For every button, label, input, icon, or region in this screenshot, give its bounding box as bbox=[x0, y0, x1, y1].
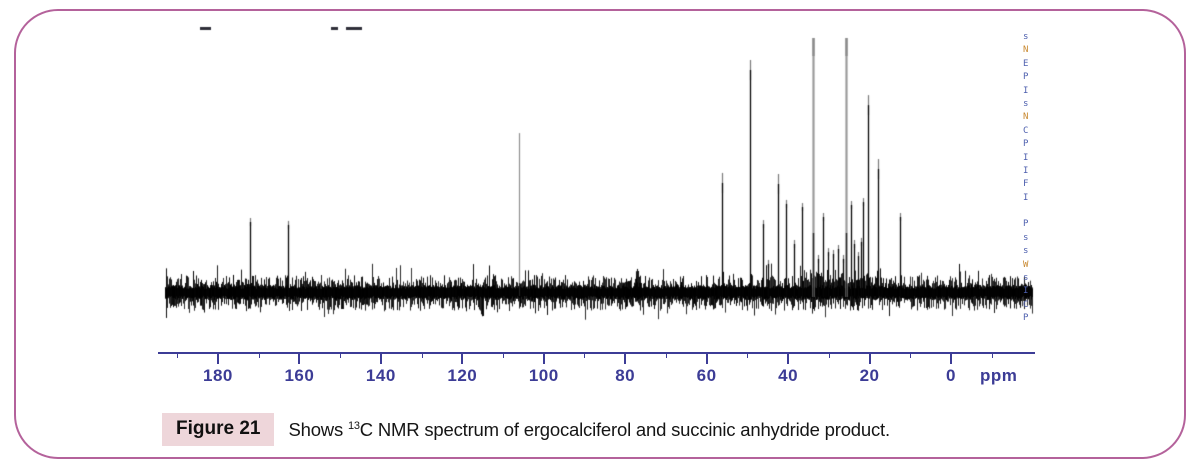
parameter-text-char: I bbox=[1023, 85, 1029, 96]
axis-minor-tick bbox=[991, 352, 993, 358]
axis-major-tick bbox=[461, 352, 464, 364]
axis-unit-label: ppm bbox=[980, 366, 1018, 385]
axis-tick-label: 180 bbox=[203, 366, 233, 385]
parameter-text-char: P bbox=[1023, 72, 1029, 83]
axis-tick-label: 20 bbox=[859, 366, 880, 385]
axis-baseline bbox=[158, 352, 1035, 354]
axis-tick-label: 80 bbox=[615, 366, 636, 385]
axis-major-tick bbox=[542, 352, 545, 364]
figure-caption: Figure 21 Shows 13C NMR spectrum of ergo… bbox=[162, 413, 890, 446]
axis-major-tick bbox=[624, 352, 627, 364]
axis-minor-tick bbox=[421, 352, 423, 358]
parameter-text-char: I bbox=[1023, 286, 1029, 297]
parameter-text-char: P bbox=[1023, 313, 1029, 324]
parameter-text-char: s bbox=[1023, 246, 1029, 257]
axis-minor-tick bbox=[910, 352, 912, 358]
axis-minor-tick bbox=[340, 352, 342, 358]
caption-body: C NMR spectrum of ergocalciferol and suc… bbox=[359, 418, 890, 440]
parameter-text-char bbox=[1023, 205, 1039, 218]
axis-minor-tick bbox=[665, 352, 667, 358]
parameter-text-char: s bbox=[1023, 273, 1029, 284]
parameter-text-char: P bbox=[1023, 219, 1029, 230]
parameter-text-char: F bbox=[1023, 179, 1029, 190]
axis-tick-label: 140 bbox=[365, 366, 396, 385]
parameter-text-char: C bbox=[1023, 125, 1029, 136]
axis-minor-tick bbox=[177, 352, 179, 358]
axis-minor-tick bbox=[503, 352, 505, 358]
axis-minor-tick bbox=[828, 352, 830, 358]
figure-caption-text: Shows 13C NMR spectrum of ergocalciferol… bbox=[288, 418, 890, 441]
parameter-text-char: N bbox=[1023, 45, 1029, 56]
axis-tick-label: 120 bbox=[447, 366, 478, 385]
axis-major-tick bbox=[787, 352, 790, 364]
caption-prefix: Shows bbox=[288, 418, 348, 440]
axis-major-tick bbox=[379, 352, 382, 364]
parameter-text-char: P bbox=[1023, 139, 1029, 150]
caption-isotope-superscript: 13 bbox=[347, 419, 360, 432]
axis-tick-label: 0 bbox=[946, 366, 956, 385]
parameter-text-char: N bbox=[1023, 112, 1029, 123]
axis-minor-tick bbox=[747, 352, 749, 358]
axis-major-tick bbox=[868, 352, 871, 364]
parameter-text-char: W bbox=[1023, 259, 1029, 270]
axis-tick-label: 60 bbox=[696, 366, 717, 385]
axis-major-tick bbox=[705, 352, 708, 364]
parameter-text-char: I bbox=[1023, 192, 1029, 203]
parameter-text-char: E bbox=[1023, 58, 1029, 69]
axis-minor-tick bbox=[584, 352, 586, 358]
parameter-text-char: I bbox=[1023, 152, 1029, 163]
parameter-text-char: C bbox=[1023, 299, 1029, 310]
parameter-text-char: s bbox=[1023, 98, 1029, 109]
axis-major-tick bbox=[950, 352, 952, 364]
parameter-text-char: s bbox=[1023, 232, 1029, 243]
axis-tick-label: 100 bbox=[528, 366, 559, 385]
figure-number-badge: Figure 21 bbox=[162, 413, 275, 446]
parameter-text-char: I bbox=[1023, 165, 1029, 176]
axis-tick-label: 160 bbox=[284, 366, 315, 385]
axis-minor-tick bbox=[258, 352, 260, 358]
parameter-text-char: s bbox=[1023, 32, 1029, 42]
axis-tick-label: 40 bbox=[778, 366, 799, 385]
axis-major-tick bbox=[216, 352, 219, 364]
axis-major-tick bbox=[298, 352, 301, 364]
